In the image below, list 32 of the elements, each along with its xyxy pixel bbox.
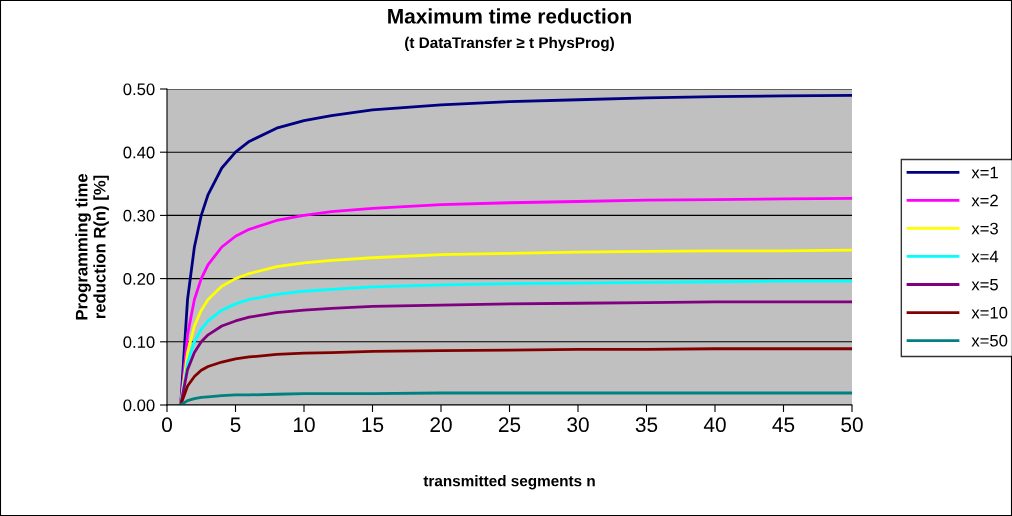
x-tick-label: 0 [162,417,172,433]
x-tick-label: 15 [362,417,384,433]
chart-title: Maximum time reduction [388,8,631,24]
y-tick-label: 0.40 [123,146,155,159]
y-tick-label: 0.20 [123,273,155,285]
x-tick-label: 5 [230,417,241,433]
legend-label: x=1 [971,166,998,179]
legend-label: x=5 [971,278,998,291]
y-axis-title: Programming time reduction R(n) [%] [75,173,109,320]
x-tick-label: 50 [841,417,863,433]
x-tick-label: 40 [703,417,726,433]
legend-label: x=50 [971,334,1008,347]
y-tick-label: 0.10 [123,336,155,348]
chart-subtitle: (t DataTransfer ≥ t PhysProg) [405,36,614,52]
legend-label: x=4 [971,250,999,263]
y-tick-label: 0.00 [123,399,155,412]
x-tick-label: 25 [498,417,521,433]
x-tick-label: 10 [294,417,315,433]
x-tick-label: 30 [567,417,589,433]
x-tick-label: 35 [635,417,658,433]
x-axis-title: transmitted segments n [423,475,595,490]
y-tick-label: 0.50 [123,83,155,96]
x-tick-label: 20 [430,417,452,433]
y-tick-label: 0.30 [123,209,155,222]
line-series [179,248,852,405]
legend-label: x=10 [971,306,1008,319]
legend-label: x=3 [971,222,998,235]
line-series [179,93,852,405]
line-series [179,347,852,405]
x-tick-label: 45 [772,417,795,433]
line-series [179,391,852,405]
legend-label: x=2 [971,194,998,207]
